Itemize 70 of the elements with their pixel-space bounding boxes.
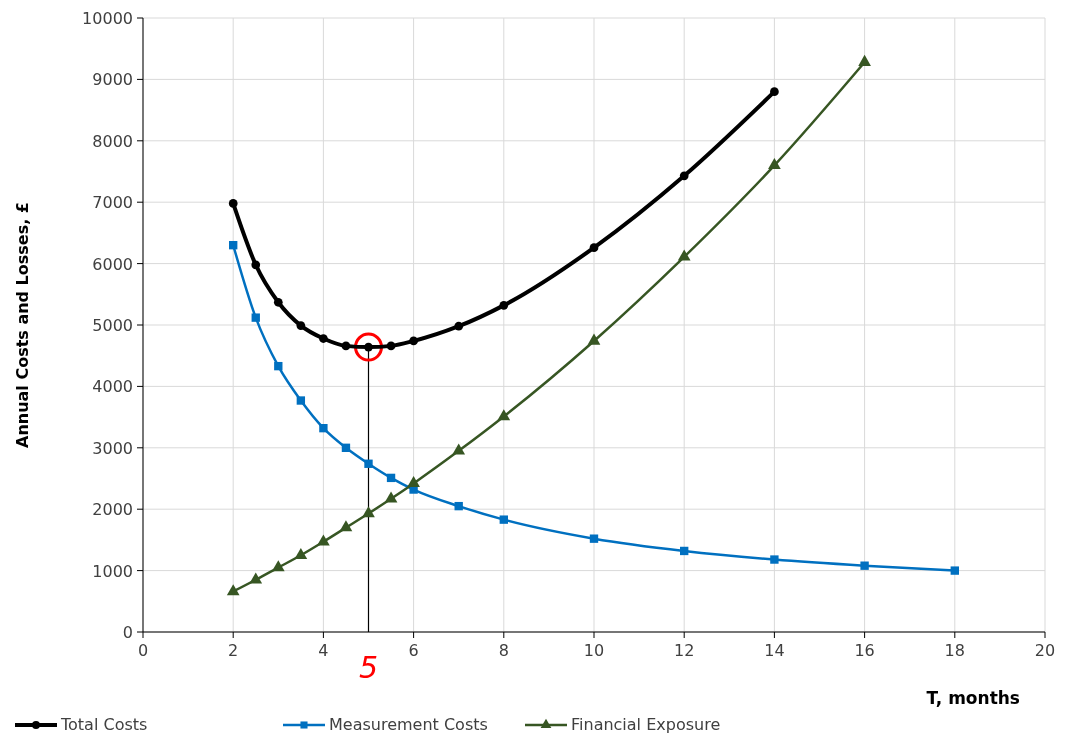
x-tick-label: 18 — [944, 641, 965, 660]
y-tick-label: 0 — [122, 623, 133, 642]
point — [228, 199, 238, 208]
point — [251, 313, 260, 322]
point — [499, 515, 508, 524]
x-tick-label: 2 — [228, 641, 239, 660]
point — [499, 300, 509, 310]
point — [271, 560, 285, 572]
point — [677, 249, 691, 261]
y-tick-label: 3000 — [92, 438, 133, 458]
y-tick-label: 2000 — [92, 500, 133, 520]
x-tick-label: 14 — [764, 641, 785, 660]
point — [587, 333, 601, 345]
point — [770, 87, 779, 97]
point — [362, 506, 375, 518]
point — [296, 396, 306, 405]
legend-label: Measurement Costs — [329, 715, 488, 734]
x-tick-label: 4 — [318, 641, 329, 660]
ref-line-label: 5 — [358, 650, 379, 685]
point — [251, 260, 261, 270]
point — [497, 409, 511, 421]
point — [384, 491, 398, 503]
point — [679, 171, 689, 181]
point — [386, 341, 396, 351]
point — [589, 534, 599, 543]
point — [296, 321, 306, 330]
point — [274, 361, 283, 371]
y-tick-label: 8000 — [92, 131, 133, 151]
point — [364, 459, 373, 468]
point — [273, 297, 283, 307]
point — [770, 555, 779, 564]
x-tick-label: 0 — [137, 641, 149, 660]
x-tick-label: 6 — [408, 641, 419, 660]
point — [341, 341, 351, 351]
point — [950, 566, 959, 575]
legend-label: Financial Exposure — [571, 715, 721, 734]
point — [680, 546, 689, 556]
point — [249, 572, 263, 584]
point — [294, 547, 308, 559]
point — [768, 158, 781, 170]
y-axis-title: Annual Costs and Losses, £ — [13, 201, 32, 449]
point — [226, 584, 240, 596]
point — [339, 520, 353, 532]
point — [319, 334, 328, 343]
point — [409, 336, 418, 346]
x-tick-label: 16 — [854, 641, 875, 660]
y-tick-label: 4000 — [92, 377, 133, 397]
point — [229, 241, 238, 250]
point — [454, 321, 464, 331]
point — [317, 534, 330, 546]
x-axis-title: T, months — [926, 688, 1020, 708]
legend-label: Total Costs — [60, 715, 148, 734]
point — [454, 501, 463, 511]
x-tick-label: 12 — [674, 641, 695, 660]
point — [319, 423, 328, 433]
y-tick-label: 9000 — [92, 70, 133, 90]
y-tick-label: 10000 — [82, 9, 133, 28]
point — [386, 473, 396, 483]
point — [407, 476, 420, 488]
y-tick-label: 1000 — [92, 561, 133, 581]
y-tick-label: 6000 — [92, 254, 133, 274]
x-tick-label: 8 — [498, 641, 509, 660]
x-tick-label: 20 — [1034, 641, 1056, 660]
y-tick-label: 7000 — [92, 193, 133, 213]
y-tick-label: 5000 — [92, 316, 133, 335]
x-tick-label: 10 — [583, 641, 605, 660]
point — [452, 443, 466, 455]
point — [341, 443, 351, 452]
point — [860, 561, 869, 570]
point — [589, 243, 599, 252]
